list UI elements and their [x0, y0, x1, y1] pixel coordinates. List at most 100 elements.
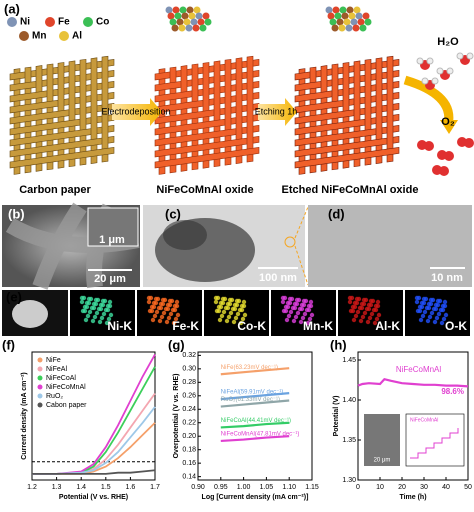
map-dot: [282, 295, 288, 301]
map-dot: [423, 296, 429, 302]
map-dot: [374, 316, 380, 322]
map-label: Mn-K: [303, 319, 333, 333]
inset-curve: [410, 428, 459, 459]
element-label: Mn: [32, 31, 46, 42]
map-dot: [88, 296, 94, 302]
map-dot: [416, 295, 422, 301]
map-dot: [91, 305, 97, 311]
map-dot: [283, 308, 289, 314]
plot-frame: [357, 351, 469, 481]
y-tick-label: 0.14: [182, 473, 196, 480]
atom: [190, 18, 198, 26]
map-dot: [175, 312, 181, 318]
atom: [364, 18, 372, 26]
atom: [353, 6, 361, 14]
map-dot: [159, 314, 165, 320]
element-dot: [83, 17, 93, 27]
arrow-label: Electrodeposition: [101, 106, 170, 116]
map-label: O-K: [445, 319, 467, 333]
atom: [188, 12, 196, 20]
map-dot: [161, 310, 167, 316]
atom: [357, 18, 365, 26]
map-dot: [285, 304, 291, 310]
map-dot: [154, 309, 160, 315]
map-dot: [229, 297, 235, 303]
h-atom: [416, 57, 424, 65]
arrow: [258, 98, 297, 126]
map-dot: [427, 314, 433, 320]
atom: [332, 6, 340, 14]
inset-sem: [364, 414, 400, 466]
o-atom: [439, 166, 449, 176]
y-tick-label: 1.45: [342, 357, 356, 364]
map-dot: [352, 304, 358, 310]
charts: (f) 1.2 1.3 1.4 1.5 1.6 1.7 Potential (V vs. RH…: [2, 337, 472, 500]
map-dot: [421, 300, 427, 306]
atom: [169, 18, 177, 26]
atom: [183, 18, 191, 26]
atom: [338, 24, 346, 32]
map-dot: [432, 319, 438, 325]
map-dot: [298, 319, 304, 325]
strand: [294, 147, 400, 169]
map-dot: [92, 314, 98, 320]
x-tick-label: 1.00: [237, 484, 251, 491]
series-line: [32, 469, 156, 475]
inset-label: NiFeCoMnAl: [410, 417, 438, 423]
map-dot: [442, 303, 448, 309]
map-dot: [291, 318, 297, 324]
atom: [172, 6, 180, 14]
map-dot: [425, 318, 431, 324]
atom: [345, 24, 353, 32]
map-dot: [168, 311, 174, 317]
map-dot: [299, 306, 305, 312]
strand: [224, 58, 232, 166]
map-dot: [158, 305, 164, 311]
element-dot: [59, 31, 69, 41]
atom: [350, 18, 358, 26]
strand: [294, 103, 400, 125]
o-atom: [464, 138, 474, 148]
strand: [154, 125, 260, 147]
atom: [186, 6, 194, 14]
atom: [359, 24, 367, 32]
map-dot: [428, 301, 434, 307]
map-dot: [241, 299, 247, 305]
y-axis-label: Overpotential (V vs. RHE): [173, 374, 180, 459]
strand: [364, 58, 372, 166]
map-dot: [108, 312, 114, 318]
panel-label: (f): [2, 337, 15, 352]
atom: [325, 6, 333, 14]
map-dot: [82, 308, 88, 314]
atom: [185, 24, 193, 32]
map-dot: [306, 307, 312, 313]
series-line: [220, 367, 290, 376]
map-dot: [368, 302, 374, 308]
x-tick-label: 1.2: [27, 484, 37, 491]
map-dot: [100, 302, 106, 308]
atom: [334, 12, 342, 20]
y-axis-label: Potential (V): [333, 396, 340, 437]
map-dot: [105, 307, 111, 313]
map-dot: [353, 313, 359, 319]
map-dot: [242, 312, 248, 318]
map-dot: [150, 317, 156, 323]
strand: [68, 60, 76, 168]
map-dot: [97, 319, 103, 325]
inset-image: [87, 207, 139, 247]
map-label: Ni-K: [107, 319, 132, 333]
map-dot: [234, 302, 240, 308]
o-atom: [444, 151, 454, 161]
map-dot: [153, 300, 159, 306]
map-dot: [84, 304, 90, 310]
curved-arrow: [403, 75, 454, 127]
map-dot: [94, 310, 100, 316]
plot-frame: [197, 351, 313, 481]
y-tick-label: 0.32: [182, 352, 196, 359]
map-dot: [418, 317, 424, 323]
map-dot: [174, 299, 180, 305]
legend-label: NiFe: [46, 357, 61, 364]
map-dot: [351, 317, 357, 323]
atom: [178, 24, 186, 32]
map-dot: [420, 313, 426, 319]
